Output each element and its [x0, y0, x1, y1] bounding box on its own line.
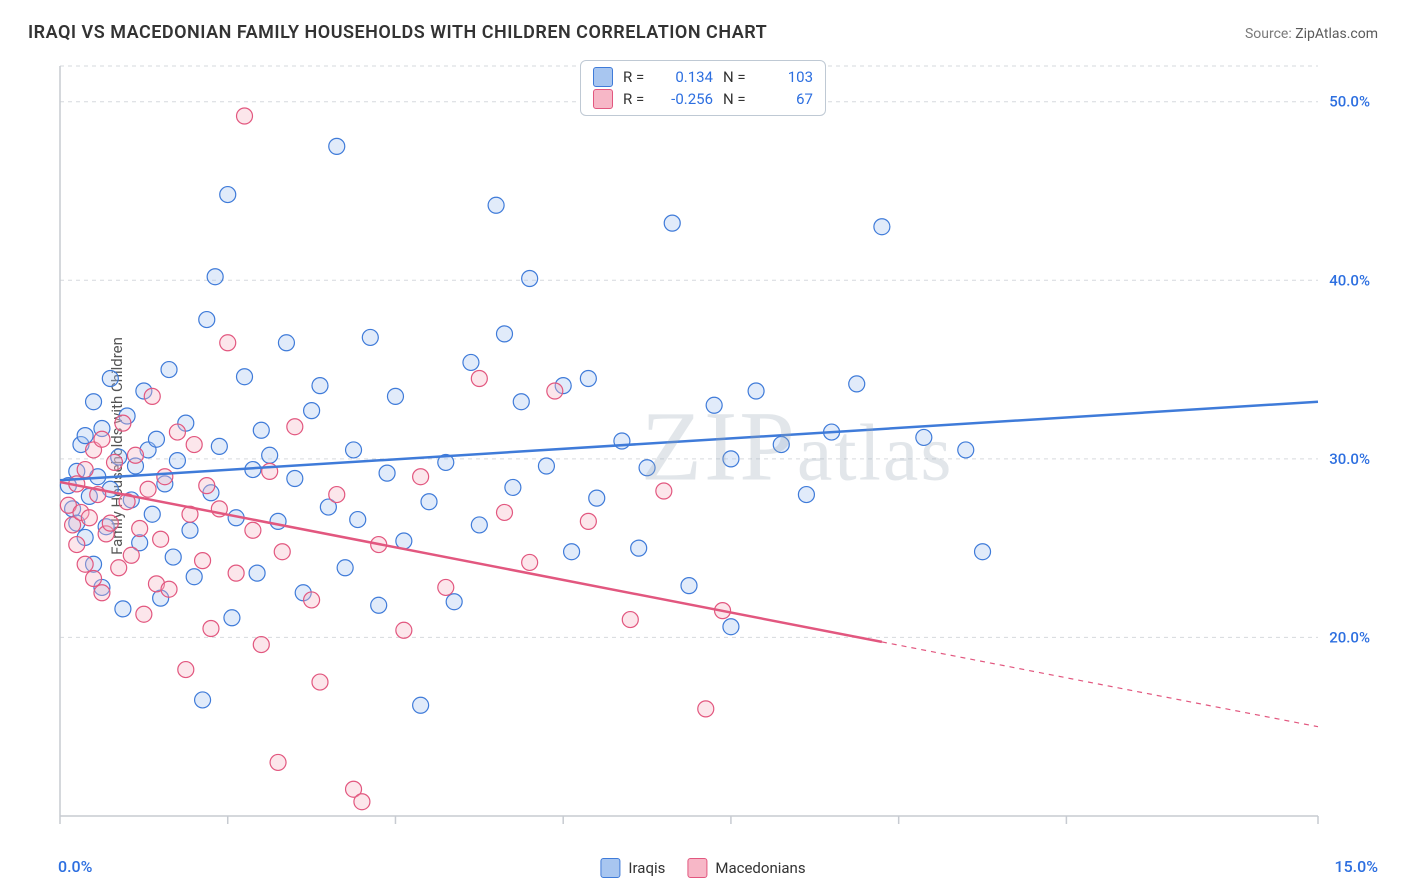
legend-label: Macedonians	[715, 859, 805, 877]
scatter-plot: 20.0%30.0%40.0%50.0% ZIPatlas	[58, 60, 1378, 832]
n-value-iraqis: 103	[761, 68, 813, 86]
legend-item-macedonians: Macedonians	[687, 858, 805, 878]
correlation-legend: R = 0.134 N = 103 R = -0.256 N = 67	[580, 60, 826, 116]
r-value-iraqis: 0.134	[661, 68, 713, 86]
legend-swatch-macedonians-bottom	[687, 858, 707, 878]
source-value: ZipAtlas.com	[1295, 26, 1378, 42]
source-credit: Source: ZipAtlas.com	[1245, 26, 1378, 42]
legend-row-iraqis: R = 0.134 N = 103	[593, 67, 813, 87]
source-label: Source:	[1245, 26, 1295, 42]
x-axis-legend: 0.0% Iraqis Macedonians 15.0%	[0, 838, 1406, 888]
legend-label: Iraqis	[628, 859, 665, 877]
r-label: R =	[623, 68, 651, 86]
svg-text:20.0%: 20.0%	[1329, 628, 1370, 646]
r-label: R =	[623, 90, 651, 108]
series-legend: Iraqis Macedonians	[600, 858, 805, 878]
x-min-label: 0.0%	[58, 857, 92, 876]
legend-swatch-macedonians	[593, 89, 613, 109]
svg-text:40.0%: 40.0%	[1329, 271, 1370, 289]
n-label: N =	[723, 68, 751, 86]
legend-swatch-iraqis	[593, 67, 613, 87]
legend-item-iraqis: Iraqis	[600, 858, 665, 878]
n-label: N =	[723, 90, 751, 108]
svg-text:50.0%: 50.0%	[1329, 93, 1370, 111]
chart-title: IRAQI VS MACEDONIAN FAMILY HOUSEHOLDS WI…	[28, 22, 767, 43]
r-value-macedonians: -0.256	[661, 90, 713, 108]
n-value-macedonians: 67	[761, 90, 813, 108]
legend-row-macedonians: R = -0.256 N = 67	[593, 89, 813, 109]
svg-text:30.0%: 30.0%	[1329, 450, 1370, 468]
x-max-label: 15.0%	[1334, 857, 1378, 876]
legend-swatch-iraqis-bottom	[600, 858, 620, 878]
